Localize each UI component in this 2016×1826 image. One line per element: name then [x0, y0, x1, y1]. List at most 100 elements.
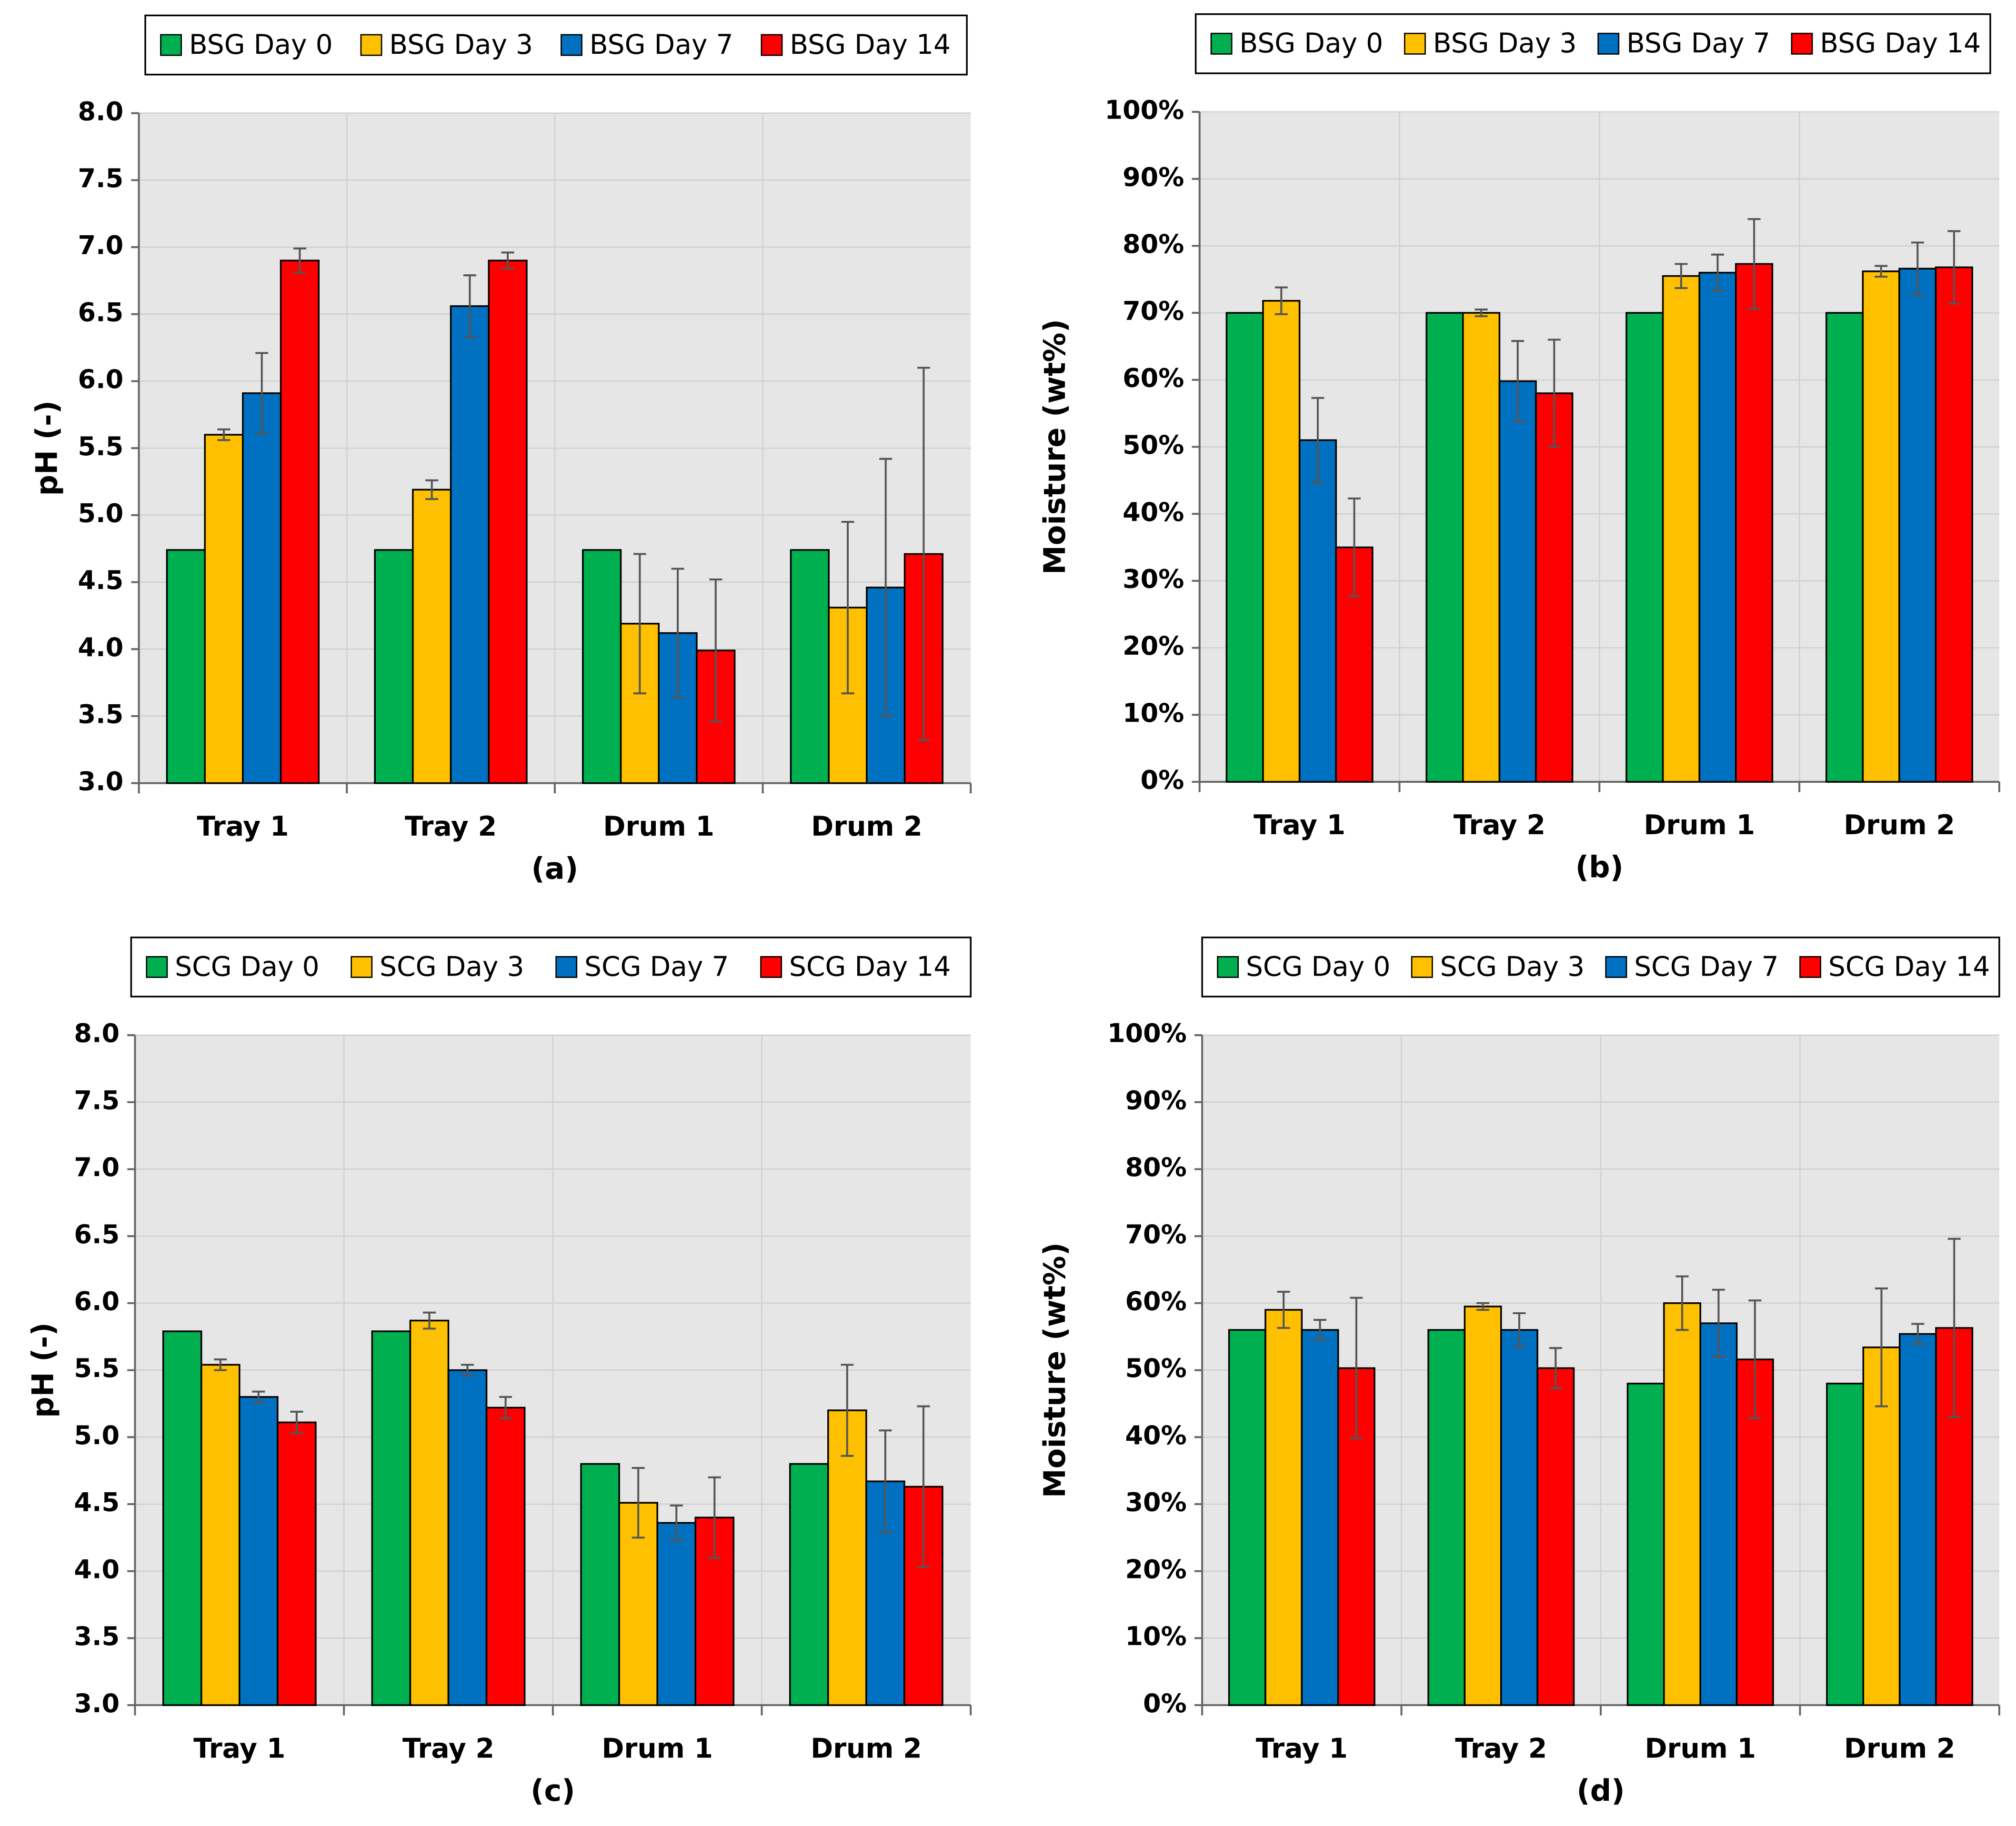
legend-label: BSG Day 7	[590, 29, 733, 60]
y-tick-label: 7.0	[74, 1152, 120, 1182]
bar	[1698, 271, 1737, 783]
bar	[790, 549, 830, 784]
y-tick-label: 90%	[1123, 162, 1184, 192]
bar	[162, 1330, 202, 1706]
bar	[1699, 1322, 1738, 1706]
bar	[1427, 1329, 1466, 1706]
error-bar	[1474, 309, 1488, 318]
y-tick-label: 4.0	[78, 632, 124, 662]
bar	[1625, 312, 1664, 783]
y-tick-label: 3.5	[74, 1621, 120, 1651]
bar	[242, 392, 282, 784]
bar	[1663, 1302, 1701, 1706]
error-bar	[841, 1364, 854, 1457]
bar	[1301, 1329, 1339, 1706]
bar	[1298, 439, 1337, 783]
legend-swatch	[1411, 956, 1433, 978]
error-bar	[252, 1390, 265, 1404]
bar	[1536, 1367, 1575, 1706]
x-tick-label: Drum 2	[1844, 1733, 1956, 1764]
x-tick-label: Tray 2	[402, 1733, 494, 1764]
legend-swatch	[1605, 956, 1627, 978]
y-tick-label: 8.0	[78, 96, 124, 126]
error-bar	[1513, 1312, 1526, 1348]
bar	[409, 1319, 450, 1706]
bar	[865, 1480, 905, 1706]
y-axis-label: Moisture (wt%)	[1037, 1242, 1072, 1498]
y-tick-label: 20%	[1123, 631, 1184, 661]
error-bar	[499, 1396, 512, 1419]
error-bar	[709, 578, 722, 723]
bar	[450, 305, 490, 784]
legend-label: SCG Day 14	[789, 951, 951, 982]
error-bar	[841, 520, 854, 695]
y-tick-label: 40%	[1125, 1420, 1187, 1450]
y-tick-label: 6.5	[74, 1219, 120, 1249]
error-bar	[1712, 1288, 1725, 1358]
x-tick-label: Drum 2	[811, 1733, 922, 1764]
y-tick-label: 10%	[1125, 1621, 1187, 1651]
y-tick-label: 4.5	[74, 1487, 120, 1517]
error-bar	[1947, 1237, 1961, 1418]
subtitle: (b)	[1575, 850, 1624, 885]
legend-swatch	[555, 956, 578, 978]
error-bar	[917, 1405, 930, 1568]
error-bar	[1277, 1290, 1290, 1329]
y-tick-label: 100%	[1107, 1018, 1187, 1048]
legend-swatch	[1791, 32, 1813, 55]
y-tick-label: 7.0	[78, 230, 124, 260]
y-tick-label: 6.5	[78, 297, 124, 327]
bar	[1464, 1306, 1502, 1706]
legend-box	[130, 937, 972, 998]
legend-label: BSG Day 0	[1239, 28, 1383, 59]
error-bar	[425, 479, 439, 500]
error-bar	[501, 251, 514, 270]
error-bar	[708, 1476, 721, 1559]
y-tick-label: 90%	[1125, 1085, 1187, 1115]
error-bar	[217, 428, 231, 441]
bar	[1862, 270, 1900, 783]
bar	[1535, 392, 1574, 783]
y-tick-label: 70%	[1123, 296, 1184, 326]
legend-swatch	[360, 34, 382, 56]
bar	[1825, 312, 1864, 783]
error-bar	[214, 1358, 227, 1371]
x-tick-label: Drum 1	[1645, 1733, 1756, 1764]
y-tick-label: 30%	[1125, 1487, 1187, 1517]
x-tick-label: Tray 2	[405, 811, 497, 842]
error-bar	[1311, 397, 1324, 484]
x-tick-label: Tray 2	[1454, 809, 1545, 841]
error-bar	[1748, 1299, 1762, 1419]
y-axis-label: Moisture (wt%)	[1037, 319, 1072, 575]
bar	[371, 1330, 411, 1706]
error-bar	[1350, 1297, 1363, 1440]
bar	[1335, 546, 1374, 783]
y-tick-label: 40%	[1123, 497, 1184, 527]
bar	[827, 1409, 867, 1706]
bar	[1264, 1309, 1303, 1706]
x-tick-label: Tray 2	[1455, 1733, 1547, 1764]
y-tick-label: 5.5	[78, 431, 124, 461]
error-bar	[1511, 340, 1525, 423]
y-tick-label: 5.0	[78, 499, 124, 529]
y-tick-label: 7.5	[78, 163, 124, 193]
x-tick-label: Drum 1	[603, 811, 714, 842]
legend-label: SCG Day 0	[1246, 951, 1390, 982]
bar	[1898, 268, 1937, 783]
y-tick-label: 80%	[1125, 1152, 1187, 1182]
legend-swatch	[1404, 32, 1426, 55]
error-bar	[879, 1429, 892, 1534]
y-axis-label: pH (-)	[30, 400, 64, 496]
error-bar	[422, 1311, 436, 1330]
bar	[447, 1369, 488, 1706]
x-tick-label: Drum 2	[1844, 809, 1955, 841]
error-bar	[1348, 497, 1361, 598]
bar	[1262, 299, 1301, 783]
bar	[789, 1463, 829, 1706]
bar	[1225, 312, 1264, 783]
legend-box	[1194, 13, 1991, 74]
legend-label: SCG Day 14	[1828, 951, 1990, 982]
error-bar	[917, 367, 930, 741]
legend-label: BSG Day 3	[389, 29, 533, 60]
error-bar	[633, 553, 646, 695]
